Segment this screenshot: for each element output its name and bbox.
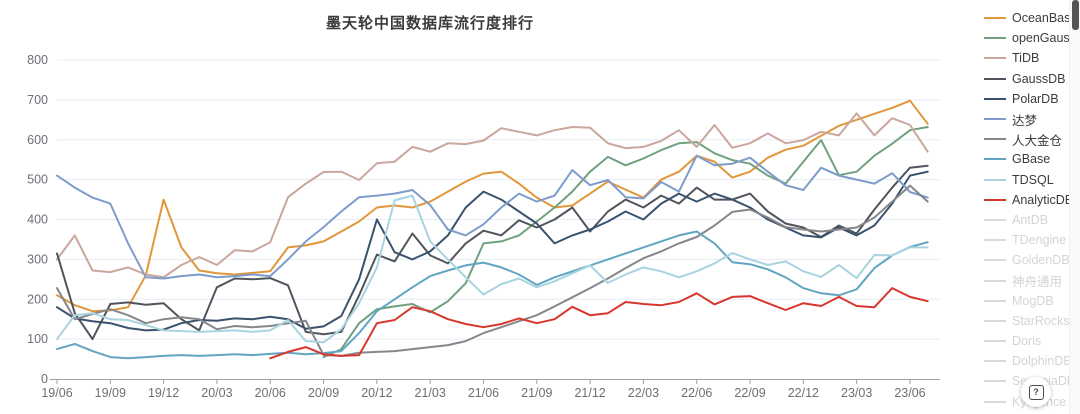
x-tick-label-21/09: 21/09 [521, 386, 552, 400]
legend-line-swatch [984, 57, 1006, 60]
legend-item-MogDB[interactable]: MogDB [984, 291, 1080, 311]
legend-line-swatch [984, 198, 1006, 201]
legend-item-OceanBase[interactable]: OceanBase [984, 8, 1080, 28]
legend-label: 达梦 [1012, 113, 1038, 128]
legend-label: 人大金仓 [1012, 133, 1063, 148]
legend-label: AnalyticDB [1012, 192, 1074, 207]
legend-line-swatch [984, 279, 1006, 282]
legend-label: PolarDB [1012, 91, 1059, 106]
legend-line-swatch [984, 77, 1006, 80]
legend-label: TiDB [1012, 51, 1040, 66]
x-tick-label-20/12: 20/12 [361, 386, 392, 400]
series-line-人大金仓 [56, 184, 929, 357]
x-tick-label-22/09: 22/09 [734, 386, 765, 400]
legend-item-人大金仓[interactable]: 人大金仓 [984, 129, 1080, 149]
legend-item-StarRocks[interactable]: StarRocks [984, 311, 1080, 331]
legend-item-神舟通用[interactable]: 神舟通用 [984, 270, 1080, 290]
y-tick-label-0: 0 [41, 372, 48, 386]
y-tick-label-100: 100 [27, 332, 48, 346]
series-line-AnalyticDB [269, 287, 929, 360]
x-tick-label-21/12: 21/12 [574, 386, 605, 400]
legend-item-AntDB[interactable]: AntDB [984, 210, 1080, 230]
legend-item-TDSQL[interactable]: TDSQL [984, 170, 1080, 190]
y-tick-label-300: 300 [27, 252, 48, 266]
legend-line-swatch [984, 360, 1006, 363]
legend-line-swatch [984, 218, 1006, 221]
y-tick-label-200: 200 [27, 292, 48, 306]
legend-label: OceanBase [1012, 11, 1078, 26]
legend-item-GaussDB[interactable]: GaussDB [984, 69, 1080, 89]
x-tick-label-20/03: 20/03 [201, 386, 232, 400]
legend-item-openGauss[interactable]: openGauss [984, 28, 1080, 48]
legend-label: Doris [1012, 334, 1042, 349]
y-tick-label-800: 800 [27, 53, 48, 67]
legend-item-GoldenDB[interactable]: GoldenDB [984, 250, 1080, 270]
legend-item-AnalyticDB[interactable]: AnalyticDB [984, 190, 1080, 210]
y-tick-label-500: 500 [27, 173, 48, 187]
legend-line-swatch [984, 380, 1006, 383]
legend-line-swatch [984, 178, 1006, 181]
legend-line-swatch [984, 37, 1006, 40]
legend-label: GBase [1012, 152, 1051, 167]
y-tick-label-400: 400 [27, 213, 48, 227]
legend-label: 神舟通用 [1012, 275, 1063, 290]
legend-item-GBase[interactable]: GBase [984, 149, 1080, 169]
question-mark-icon: ? [1028, 384, 1044, 400]
legend-line-swatch [984, 319, 1006, 322]
legend-item-DolphinDB[interactable]: DolphinDB [984, 351, 1080, 371]
legend-line-swatch [984, 138, 1006, 141]
page-title: 墨天轮中国数据库流行度排行 [325, 15, 534, 32]
series-line-openGauss [322, 126, 929, 359]
legend-label: TDengine [1012, 233, 1067, 248]
legend-label: MogDB [1012, 293, 1054, 308]
vertical-scrollbar[interactable] [1069, 0, 1080, 414]
legend-line-swatch [984, 118, 1006, 121]
x-tick-label-21/03: 21/03 [415, 386, 446, 400]
legend-line-swatch [984, 17, 1006, 20]
series-line-OceanBase [56, 99, 929, 313]
legend-line-swatch [984, 239, 1006, 242]
x-tick-label-23/06: 23/06 [894, 386, 925, 400]
legend-line-swatch [984, 97, 1006, 100]
series-line-GaussDB [56, 164, 929, 341]
x-tick-label-19/12: 19/12 [148, 386, 179, 400]
y-tick-label-700: 700 [27, 93, 48, 107]
legend-item-达梦[interactable]: 达梦 [984, 109, 1080, 129]
legend-label: openGauss [1012, 31, 1076, 46]
legend-item-Doris[interactable]: Doris [984, 331, 1080, 351]
legend-label: GoldenDB [1012, 253, 1070, 268]
x-tick-label-22/12: 22/12 [788, 386, 819, 400]
x-tick-label-20/06: 20/06 [255, 386, 286, 400]
x-tick-label-23/03: 23/03 [841, 386, 872, 400]
x-tick-label-22/06: 22/06 [681, 386, 712, 400]
y-tick-label-600: 600 [27, 133, 48, 147]
legend-item-TDengine[interactable]: TDengine [984, 230, 1080, 250]
chart-legend: OceanBase openGauss TiDB GaussDB PolarDB 达梦人大… [984, 8, 1080, 412]
legend-label: DolphinDB [1012, 354, 1072, 369]
x-tick-label-21/06: 21/06 [468, 386, 499, 400]
legend-label: TDSQL [1012, 172, 1054, 187]
legend-item-PolarDB[interactable]: PolarDB [984, 89, 1080, 109]
x-tick-label-20/09: 20/09 [308, 386, 339, 400]
legend-line-swatch [984, 299, 1006, 302]
series-line-TiDB [56, 112, 929, 279]
legend-label: GaussDB [1012, 71, 1066, 86]
x-tick-label-19/06: 19/06 [41, 386, 72, 400]
x-tick-label-19/09: 19/09 [95, 386, 126, 400]
series-line-达梦 [56, 154, 929, 280]
help-button[interactable]: ? [1021, 377, 1051, 407]
scrollbar-thumb[interactable] [1072, 0, 1079, 30]
x-tick-label-22/03: 22/03 [628, 386, 659, 400]
series-line-TDSQL [56, 194, 929, 344]
legend-line-swatch [984, 400, 1006, 403]
legend-line-swatch [984, 158, 1006, 161]
legend-label: StarRocks [1012, 313, 1070, 328]
legend-line-swatch [984, 259, 1006, 262]
legend-item-TiDB[interactable]: TiDB [984, 48, 1080, 68]
series-line-GBase [56, 230, 929, 360]
legend-label: AntDB [1012, 212, 1049, 227]
legend-line-swatch [984, 340, 1006, 343]
